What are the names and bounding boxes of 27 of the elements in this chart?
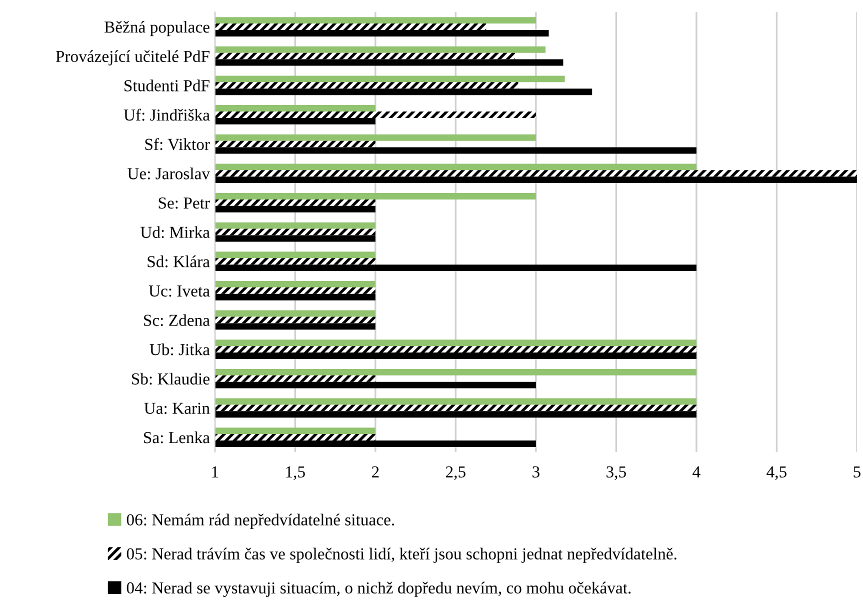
x-tick-label: 5 (854, 466, 860, 478)
x-tick-label: 4 (692, 466, 700, 478)
legend-label: 04: Nerad se vystavuji situacím, o nichž dopředu nevím, co mohu očekávat. (126, 582, 631, 597)
y-tick-label: Uc: Iveta (148, 286, 210, 297)
x-tick-label: 1,5 (286, 466, 305, 480)
x-tick-label: 2,5 (446, 466, 466, 480)
legend-label: 05: Nerad trávím čas ve společnosti lidí, kteří jsou schopni jednat nepředvídatelně. (126, 548, 676, 563)
y-tick-label: Sb: Klaudie (132, 372, 210, 385)
y-tick-label: Studenti PdF (124, 80, 210, 92)
y-tick-label: Sc: Zdena (144, 314, 210, 326)
y-tick-label: Sa: Lenka (144, 431, 210, 444)
y-tick-label: Ub: Jitka (150, 344, 210, 356)
x-tick-label: 4,5 (766, 466, 786, 480)
y-tick-label: Sd: Klára (148, 256, 210, 268)
x-tick-label: 2 (372, 466, 379, 478)
y-tick-label: Ua: Karin (144, 402, 210, 414)
y-tick-label: Ue: Jaroslav (128, 168, 210, 180)
x-tick-label: 3,5 (606, 466, 626, 480)
y-tick-label: Uf: Jindřiška (124, 108, 210, 121)
y-tick-label: Sf: Viktor (145, 138, 210, 150)
y-tick-label: Ud: Mirka (140, 226, 210, 238)
y-tick-label: Se: Petr (158, 197, 210, 209)
x-tick-label: 3 (532, 466, 540, 478)
x-tick-label: 1 (212, 466, 218, 478)
legend-label: 06: Nemám rád nepředvídatelné situace. (126, 514, 394, 529)
y-tick-label: Běžná populace (104, 20, 210, 36)
y-tick-label: Provázející učitelé PdF (56, 50, 210, 66)
